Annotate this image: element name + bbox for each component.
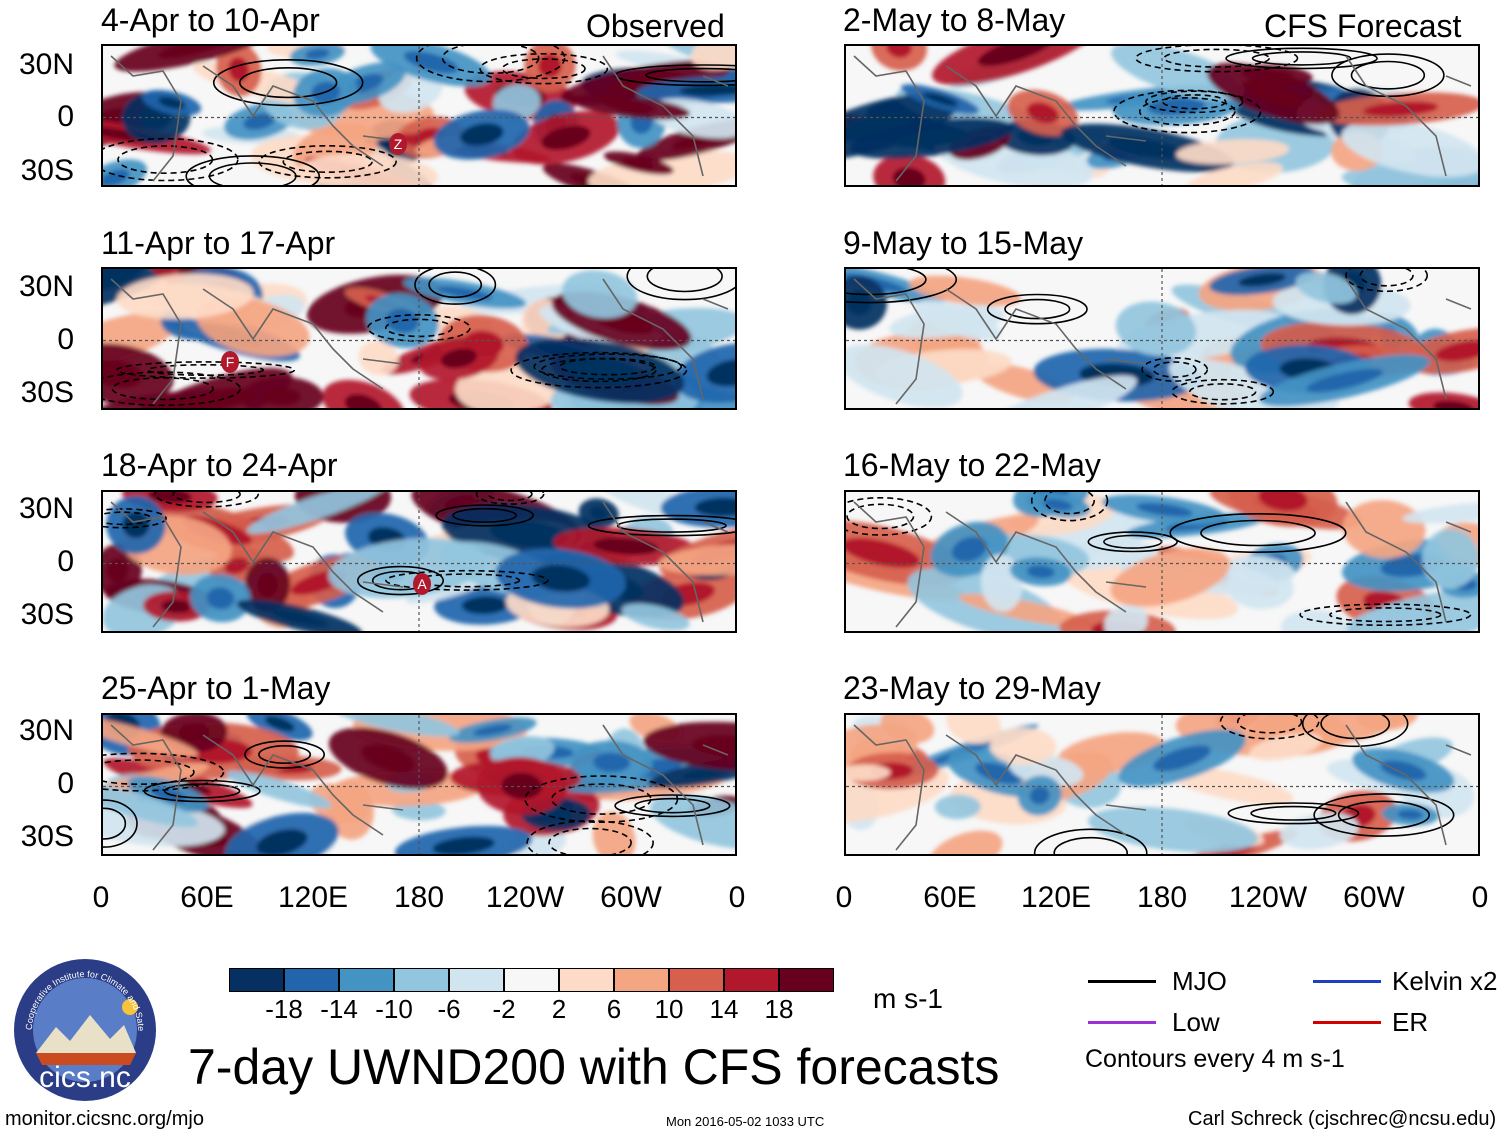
colorbar-swatch	[504, 968, 559, 992]
lon-label: 0	[835, 881, 853, 914]
legend-low-label: Low	[1172, 1007, 1220, 1037]
colorbar-tick-label: -14	[320, 994, 358, 1024]
legend-low-line	[1088, 1021, 1156, 1024]
colorbar-swatch	[614, 968, 669, 992]
observed-label: Observed	[586, 8, 725, 44]
footer-url[interactable]: monitor.cicsnc.org/mjo	[5, 1108, 204, 1130]
legend-mjo-label: MJO	[1172, 966, 1227, 996]
obs-panel-2-title: 11-Apr to 17-Apr	[101, 225, 336, 261]
colorbar-swatch	[284, 968, 339, 992]
cics-logo: Cooperative Institute for Climate and Sa…	[9, 949, 158, 1103]
lon-label: 60W	[1343, 881, 1405, 914]
footer-timestamp: Mon 2016-05-02 1033 UTC	[666, 1114, 825, 1129]
obs-map-panel-4	[101, 713, 737, 856]
lat-0: 0	[57, 323, 74, 356]
fc-map-panel-1	[844, 44, 1480, 187]
storm-marker: Z	[389, 133, 407, 155]
lon-label: 60E	[180, 881, 234, 914]
colorbar-swatch	[449, 968, 504, 992]
lat-30n: 30N	[18, 270, 74, 303]
lon-label: 120E	[277, 881, 349, 914]
fc-panel-3-title: 16-May to 22-May	[843, 447, 1101, 483]
obs-map-panel-2	[101, 267, 737, 410]
lon-label: 120E	[1020, 881, 1092, 914]
logo-text: cics.nc	[39, 1061, 131, 1094]
fc-panel-1-title: 2-May to 8-May	[843, 2, 1066, 38]
obs-map-panel-3	[101, 490, 737, 633]
storm-marker: A	[413, 573, 431, 595]
lon-label: 180	[1136, 881, 1188, 914]
lat-30n: 30N	[18, 492, 74, 525]
storm-label: F	[225, 354, 235, 370]
lon-label: 60E	[923, 881, 977, 914]
lon-label: 120W	[485, 881, 565, 914]
legend-er-label: ER	[1392, 1007, 1429, 1037]
colorbar-swatch	[669, 968, 724, 992]
colorbar-tick-label: 18	[764, 994, 794, 1024]
colorbar-swatch	[394, 968, 449, 992]
storm-label: A	[417, 576, 427, 592]
colorbar-swatch	[339, 968, 394, 992]
obs-map-panel-1	[101, 44, 737, 187]
colorbar-tick-label: -10	[375, 994, 413, 1024]
storm-marker: F	[221, 351, 239, 373]
lon-label: 180	[393, 881, 445, 914]
lon-label: 0	[1471, 881, 1489, 914]
obs-panel-1-title: 4-Apr to 10-Apr	[101, 2, 320, 38]
legend-mjo-line	[1088, 980, 1156, 983]
fc-map-panel-2	[844, 267, 1480, 410]
colorbar-tick-label: -18	[265, 994, 303, 1024]
lat-0: 0	[57, 767, 74, 800]
colorbar-tick-label: 2	[551, 994, 567, 1024]
legend-kelvin-line	[1313, 980, 1381, 983]
main-title: 7-day UWND200 with CFS forecasts	[188, 1039, 1000, 1095]
obs-panel-3-title: 18-Apr to 24-Apr	[101, 447, 338, 483]
lat-30s: 30S	[20, 376, 74, 409]
lat-30n: 30N	[18, 714, 74, 747]
lat-30s: 30S	[20, 154, 74, 187]
colorbar-tick-label: 10	[654, 994, 684, 1024]
fc-map-panel-4	[844, 713, 1480, 856]
colorbar-swatch	[724, 968, 779, 992]
legend-kelvin-label: Kelvin x2	[1392, 966, 1498, 996]
colorbar-tick-label: -2	[492, 994, 516, 1024]
lat-30s: 30S	[20, 820, 74, 853]
lon-label: 0	[92, 881, 110, 914]
lon-label: 60W	[600, 881, 662, 914]
colorbar-units: m s-1	[873, 983, 943, 1014]
lat-0: 0	[57, 545, 74, 578]
contour-note: Contours every 4 m s-1	[1085, 1045, 1345, 1073]
legend-er-line	[1313, 1021, 1381, 1024]
lat-30n: 30N	[18, 48, 74, 81]
colorbar-swatch	[779, 968, 834, 992]
footer-author: Carl Schreck (cjschrec@ncsu.edu)	[1188, 1108, 1497, 1130]
colorbar-swatch	[559, 968, 614, 992]
fc-map-panel-3	[844, 490, 1480, 633]
forecast-label: CFS Forecast	[1264, 8, 1462, 44]
colorbar-tick-label: 6	[606, 994, 622, 1024]
lon-label: 120W	[1228, 881, 1308, 914]
colorbar-tick-label: 14	[709, 994, 739, 1024]
colorbar-swatch	[229, 968, 284, 992]
obs-panel-4-title: 25-Apr to 1-May	[101, 670, 331, 706]
fc-panel-2-title: 9-May to 15-May	[843, 225, 1084, 261]
storm-label: Z	[393, 136, 403, 152]
fc-panel-4-title: 23-May to 29-May	[843, 670, 1101, 706]
lon-label: 0	[728, 881, 746, 914]
lat-30s: 30S	[20, 598, 74, 631]
colorbar-tick-label: -6	[437, 994, 461, 1024]
lat-0: 0	[57, 100, 74, 133]
